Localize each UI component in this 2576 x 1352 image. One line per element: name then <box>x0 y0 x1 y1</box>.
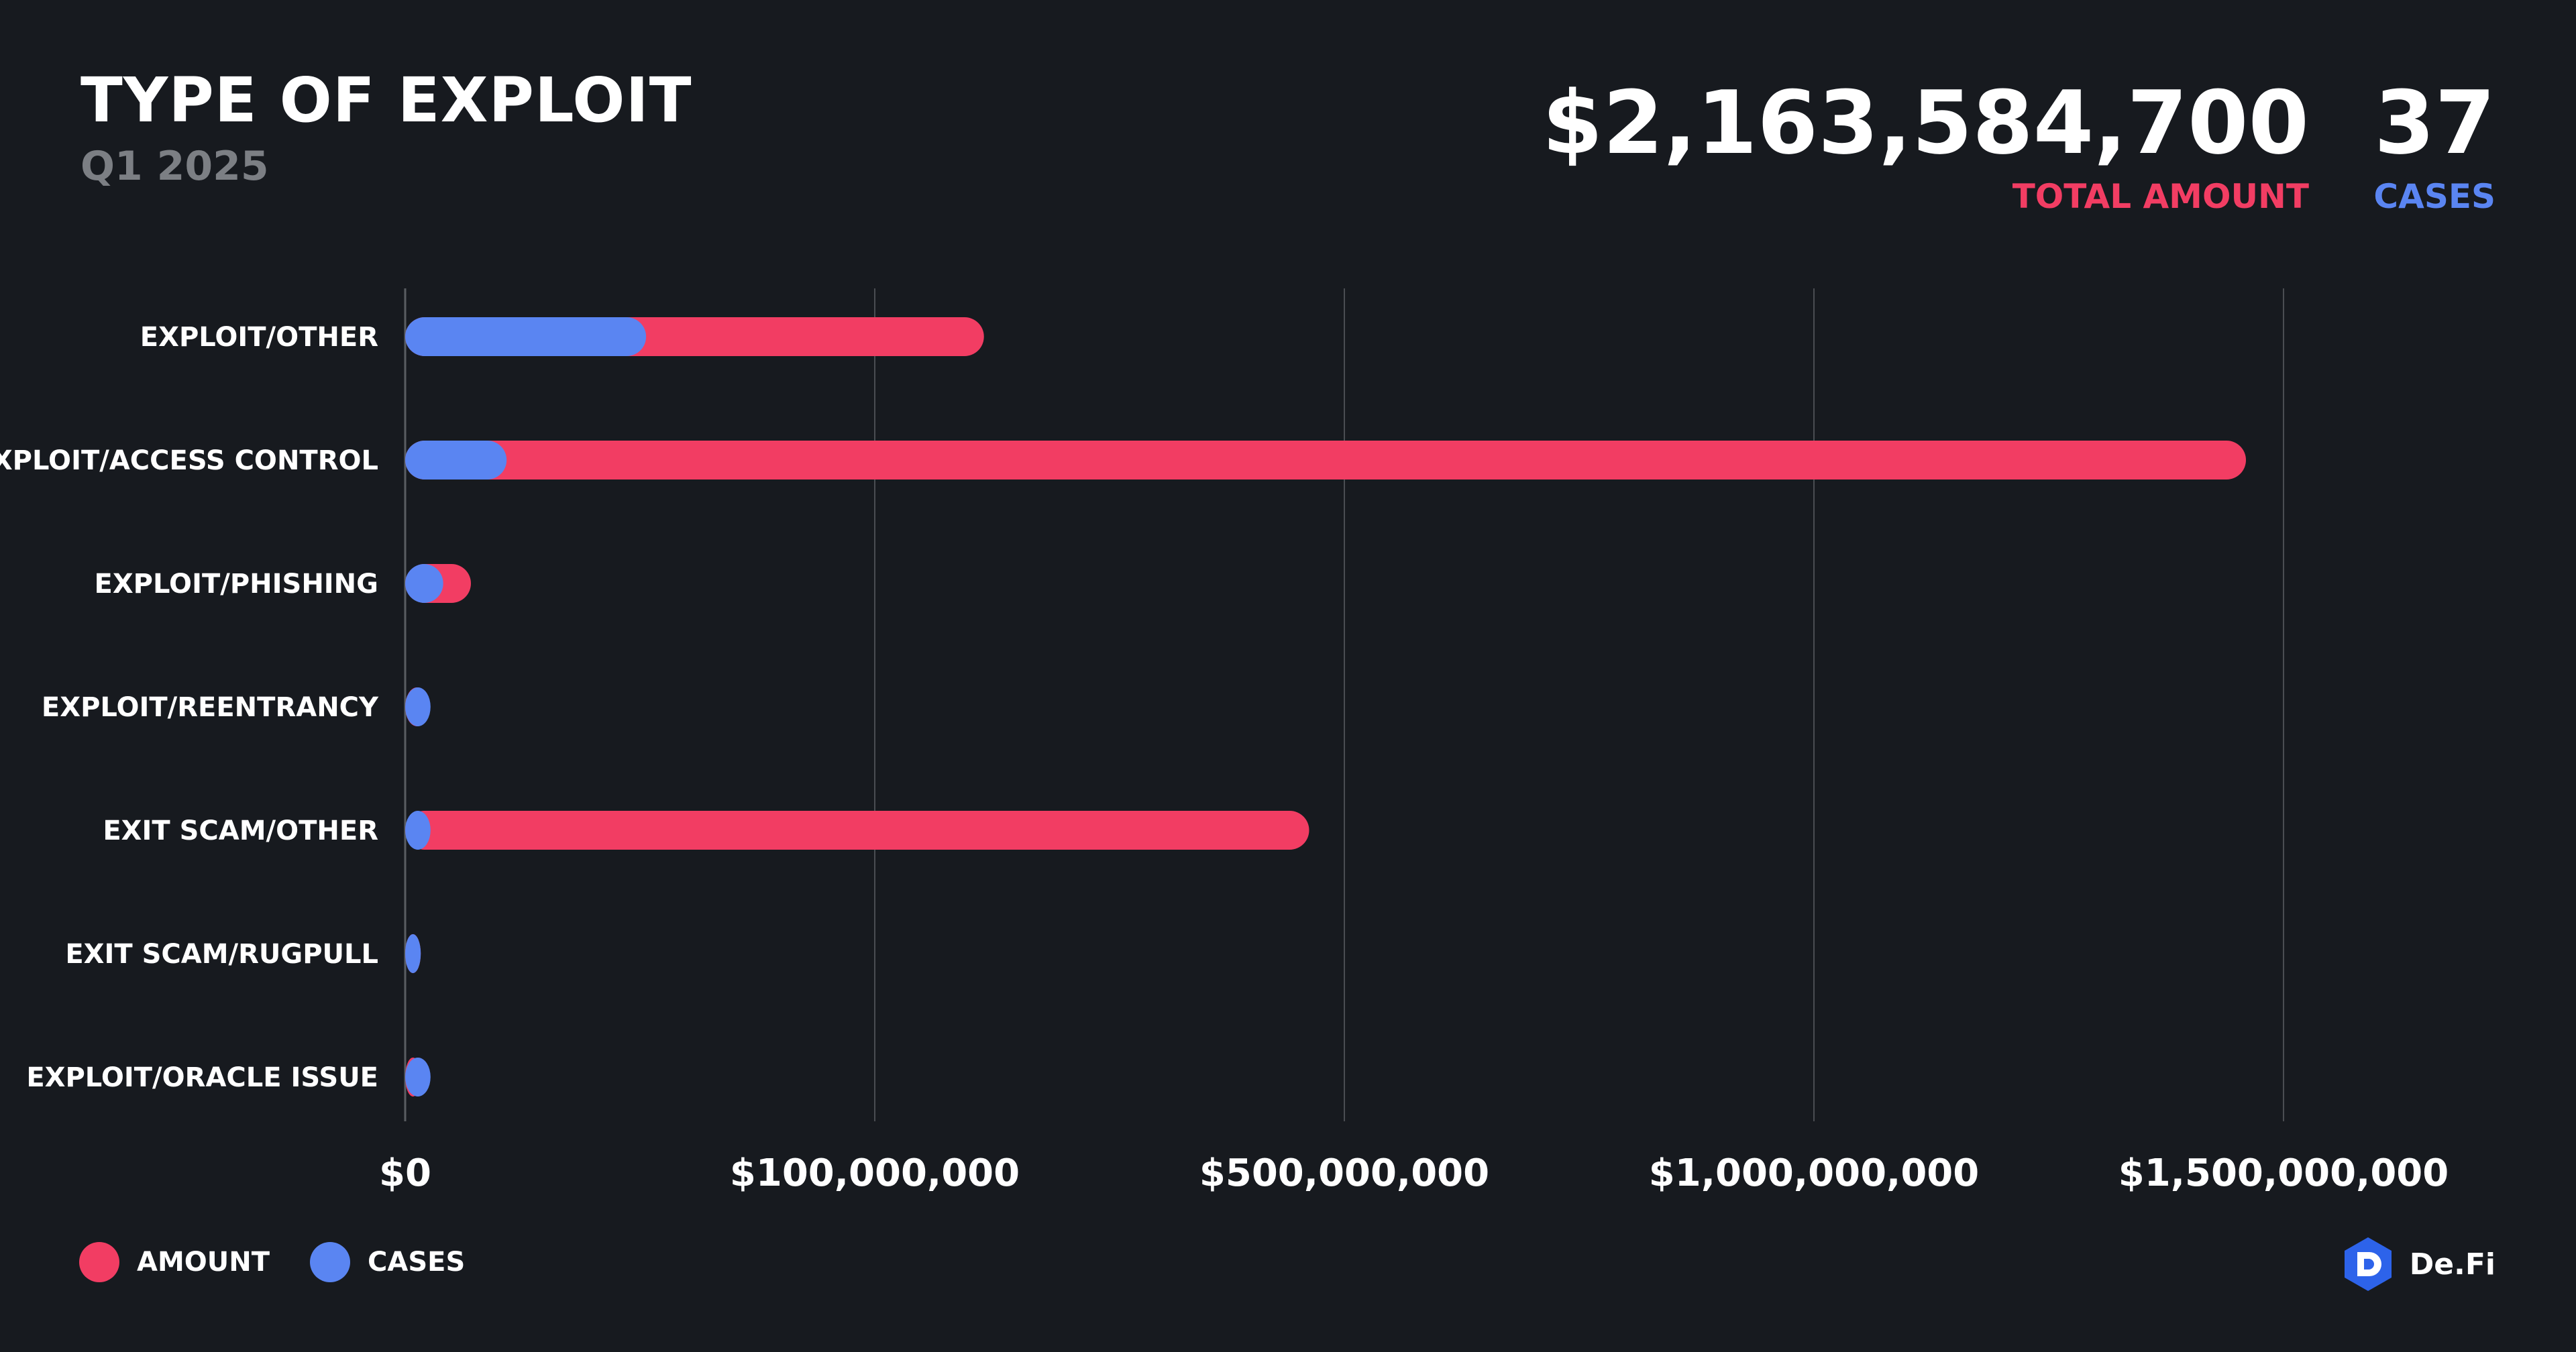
total-amount-label: TOTAL AMOUNT <box>2012 177 2309 216</box>
cases-value: 37 <box>2374 72 2496 174</box>
category-label-4: EXIT SCAM/OTHER <box>103 815 378 846</box>
legend: AMOUNT CASES <box>79 1242 465 1282</box>
x-tick-label-0: $0 <box>379 1151 431 1195</box>
bar-amount-4 <box>405 811 1309 850</box>
x-tick-label-3: $1,000,000,000 <box>1649 1151 1979 1195</box>
bar-cases-5 <box>405 934 421 973</box>
bar-cases-4 <box>405 811 431 850</box>
total-amount-value: $2,163,584,700 <box>1542 72 2309 174</box>
defi-logo-icon <box>2344 1237 2392 1291</box>
legend-item-cases: CASES <box>310 1242 465 1282</box>
chart-subtitle: Q1 2025 <box>80 143 269 190</box>
bar-cases-3 <box>405 687 431 726</box>
x-tick-label-4: $1,500,000,000 <box>2118 1151 2449 1195</box>
brand-logo: De.Fi <box>2340 1236 2496 1292</box>
cases-stat: 37 CASES <box>2373 79 2496 213</box>
cases-label: CASES <box>2373 177 2496 216</box>
brand-name: De.Fi <box>2409 1247 2496 1282</box>
category-label-6: EXPLOIT/ORACLE ISSUE <box>26 1062 378 1093</box>
legend-swatch-amount <box>79 1242 119 1282</box>
x-tick-label-1: $100,000,000 <box>730 1151 1020 1195</box>
bar-cases-2 <box>405 564 443 603</box>
bar-cases-0 <box>405 317 647 356</box>
bar-cases-6 <box>405 1058 431 1096</box>
bar-amount-1 <box>405 441 2246 480</box>
category-label-1: EXPLOIT/ACCESS CONTROL <box>0 445 378 476</box>
legend-item-amount: AMOUNT <box>79 1242 270 1282</box>
category-label-5: EXIT SCAM/RUGPULL <box>65 939 378 970</box>
legend-swatch-cases <box>310 1242 351 1282</box>
category-label-2: EXPLOIT/PHISHING <box>95 569 378 600</box>
x-tick-label-2: $500,000,000 <box>1199 1151 1489 1195</box>
chart-title: TYPE OF EXPLOIT <box>80 64 692 136</box>
legend-label-cases: CASES <box>368 1247 466 1278</box>
total-amount-stat: $2,163,584,700 TOTAL AMOUNT <box>1542 79 2309 213</box>
category-label-3: EXPLOIT/REENTRANCY <box>42 692 379 723</box>
category-label-0: EXPLOIT/OTHER <box>140 322 378 353</box>
bar-cases-1 <box>405 441 507 480</box>
legend-label-amount: AMOUNT <box>137 1247 270 1278</box>
